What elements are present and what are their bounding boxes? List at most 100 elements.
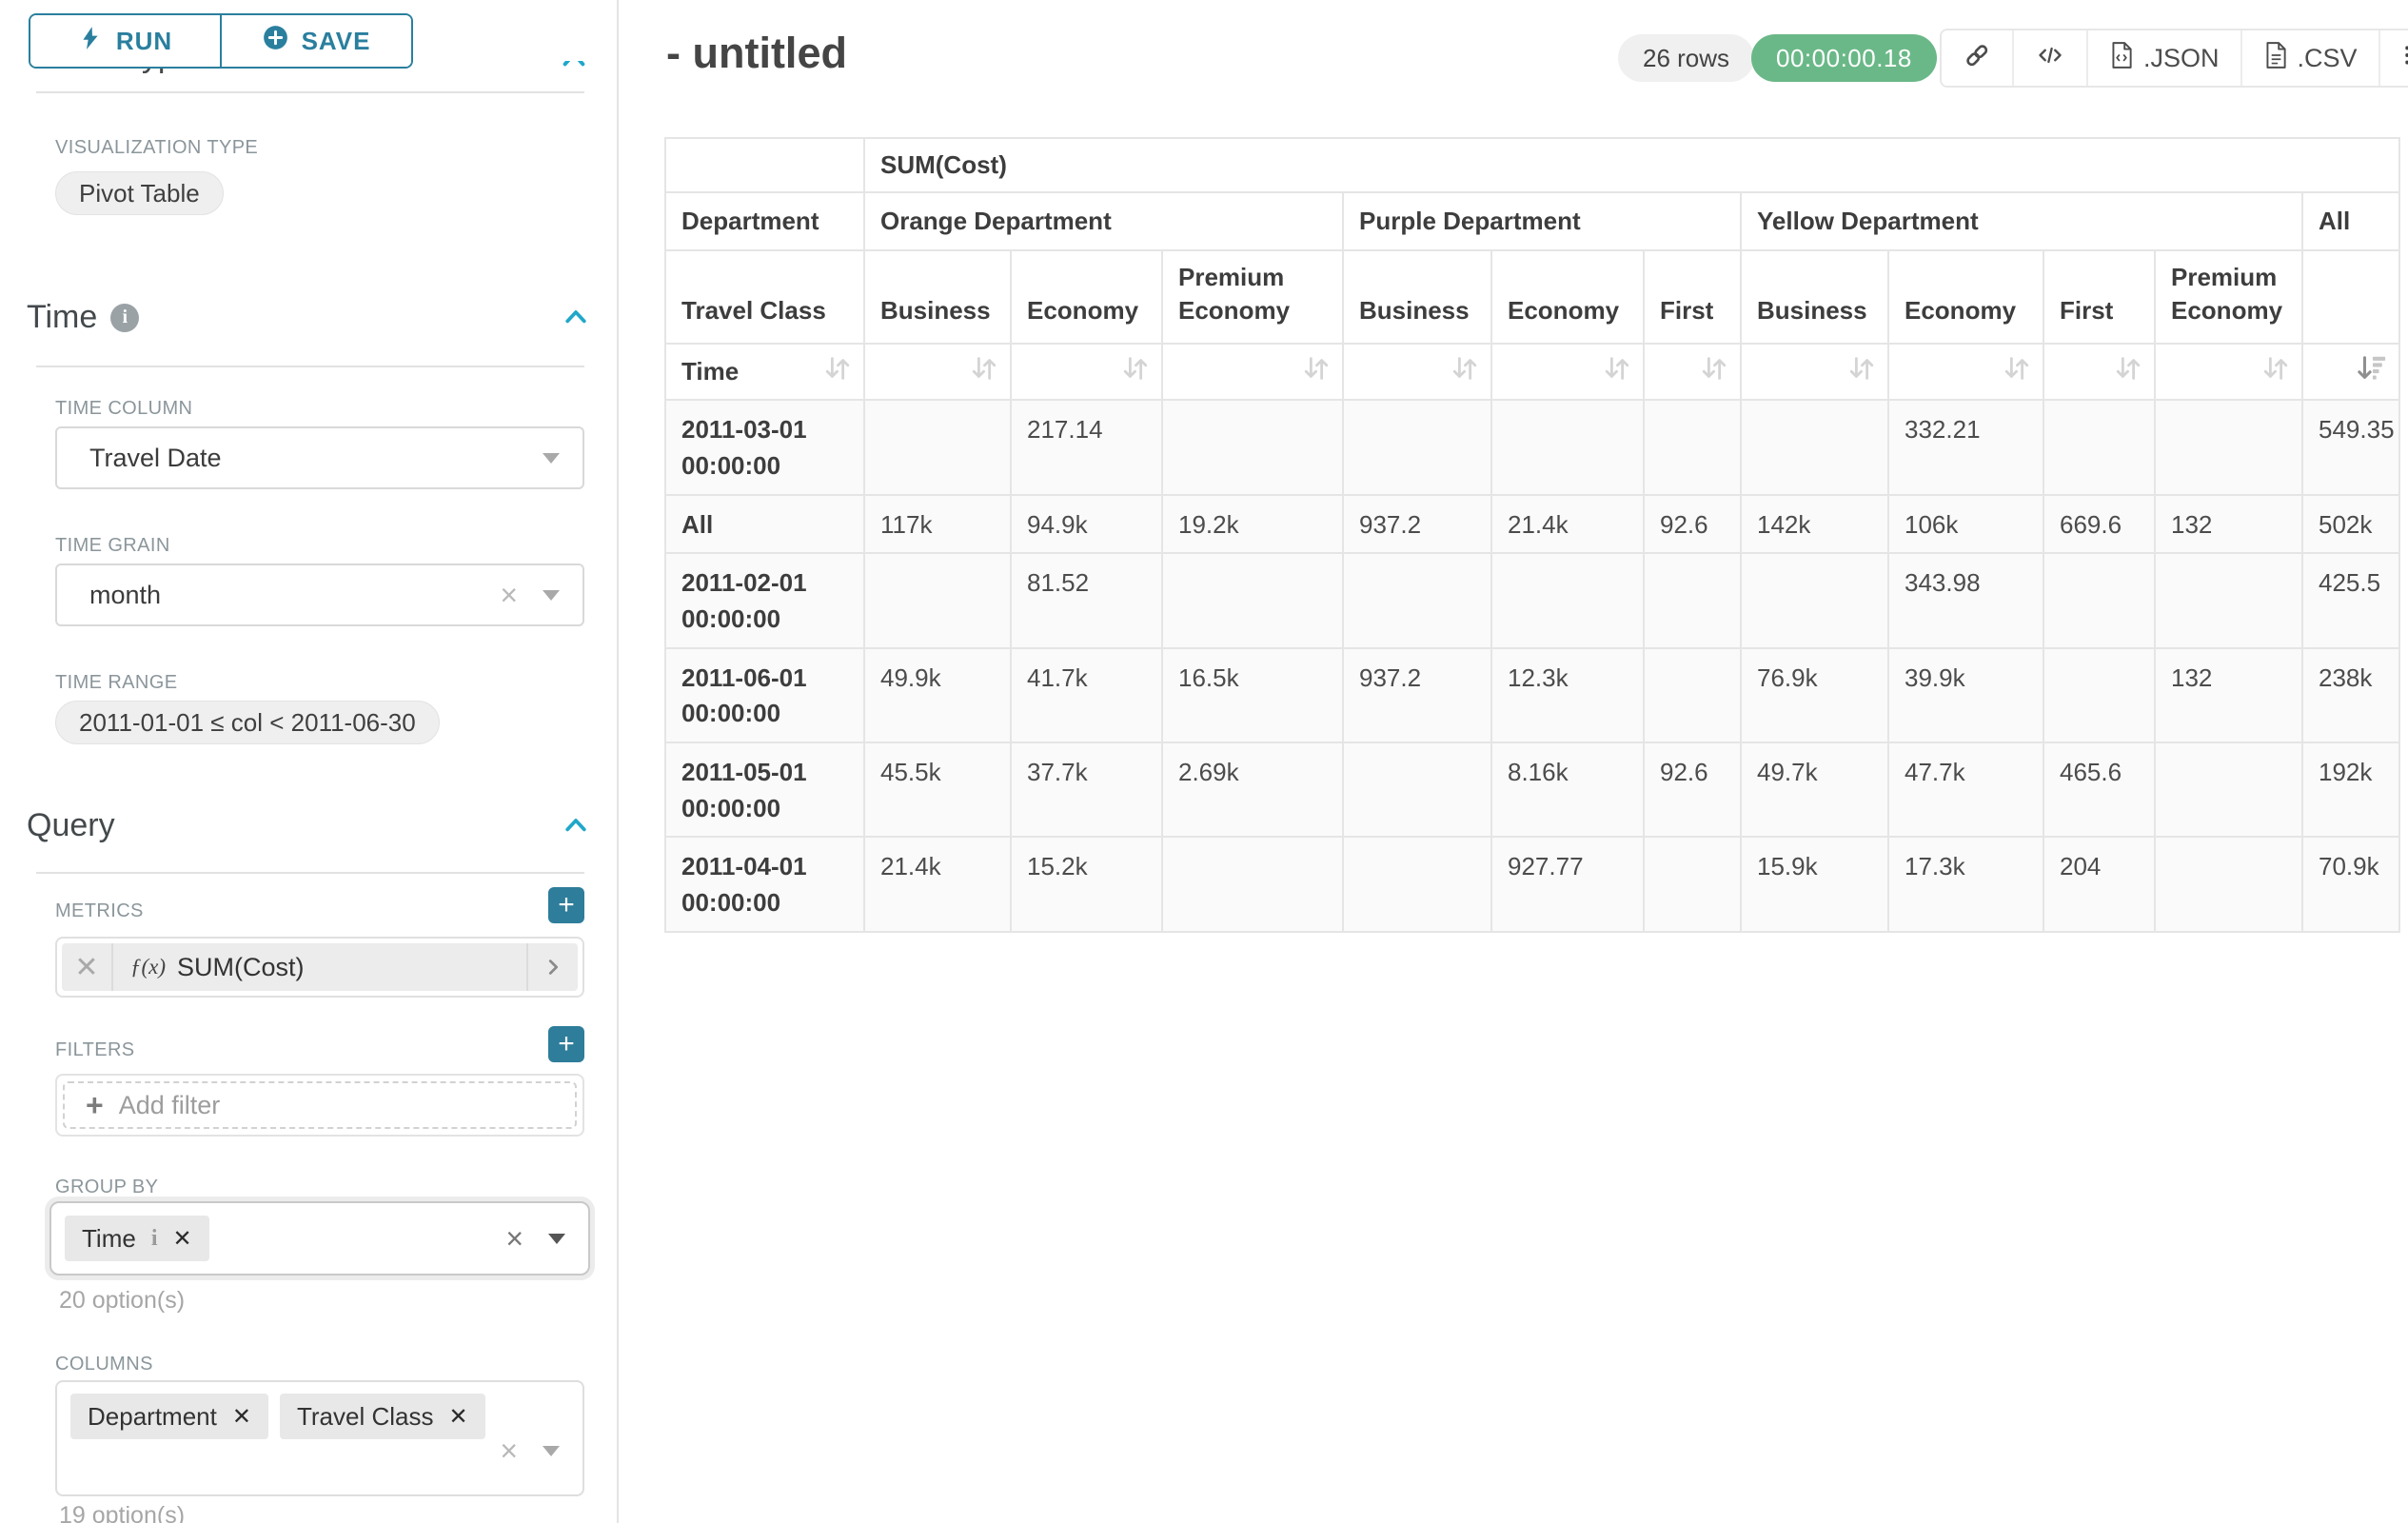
embed-code-button[interactable] [2014, 30, 2088, 86]
pivot-cell: 343.98 [1888, 553, 2043, 647]
pivot-cell [1644, 400, 1741, 494]
pivot-cell: 92.6 [1644, 742, 1741, 837]
pivot-cell: 21.4k [1491, 495, 1644, 554]
pivot-cell: 937.2 [1343, 648, 1491, 742]
row-label: 2011-03-01 00:00:00 [665, 400, 864, 494]
sortable-column-cell [1011, 344, 1162, 400]
pivot-cell: 81.52 [1011, 553, 1162, 647]
pivot-cell: 132 [2155, 648, 2302, 742]
file-code-icon [2109, 41, 2134, 76]
pivot-cell [1491, 553, 1644, 647]
add-filter-plus-button[interactable]: + [548, 1026, 584, 1062]
divider [36, 91, 584, 93]
pivot-cell: 41.7k [1011, 648, 1162, 742]
columns-tag: Travel Class ✕ [280, 1394, 485, 1439]
query-section-header[interactable]: Query [27, 807, 115, 844]
lightning-bolt-icon [78, 24, 103, 59]
sort-up-down-icon[interactable] [2114, 354, 2142, 389]
hamburger-icon [2401, 43, 2408, 74]
metrics-label: METRICS [55, 900, 144, 922]
pivot-cell [2155, 742, 2302, 837]
time-grain-select[interactable]: month × [55, 564, 584, 626]
sort-up-down-icon[interactable] [823, 354, 852, 389]
pivot-cell [864, 553, 1011, 647]
sortable-column-cell [864, 344, 1011, 400]
pivot-cell: 94.9k [1011, 495, 1162, 554]
caret-down-icon[interactable] [548, 1234, 565, 1244]
group-by-select[interactable]: Time i ✕ × [49, 1201, 590, 1276]
save-button[interactable]: SAVE [222, 15, 411, 67]
remove-tag-icon[interactable]: ✕ [232, 1403, 251, 1431]
export-json-button[interactable]: .JSON [2088, 30, 2242, 86]
group-by-options-hint: 20 option(s) [59, 1287, 185, 1315]
add-filter-label: Add filter [119, 1091, 221, 1120]
sort-up-down-icon[interactable] [1847, 354, 1876, 389]
caret-down-icon[interactable] [543, 1446, 560, 1456]
column-header: First [1644, 250, 1741, 344]
sort-up-down-icon[interactable] [1302, 354, 1331, 389]
time-range-pill[interactable]: 2011-01-01 ≤ col < 2011-06-30 [55, 701, 440, 744]
sort-up-down-icon[interactable] [2003, 354, 2031, 389]
export-toolbar: .JSON .CSV [1940, 29, 2408, 88]
add-metric-button[interactable]: + [548, 887, 584, 923]
run-save-bar: RUN SAVE [29, 13, 413, 69]
pivot-cell: 8.16k [1491, 742, 1644, 837]
sort-up-down-icon[interactable] [1603, 354, 1631, 389]
column-header: Economy [1011, 250, 1162, 344]
sort-up-down-icon[interactable] [1451, 354, 1479, 389]
sortable-column-cell [1741, 344, 1888, 400]
info-icon: i [110, 304, 139, 332]
visualization-type-pill[interactable]: Pivot Table [55, 171, 224, 215]
chevron-up-icon[interactable] [562, 811, 590, 848]
filters-box: + Add filter [55, 1074, 584, 1137]
pivot-cell [2043, 400, 2155, 494]
chevron-up-icon[interactable] [562, 303, 590, 340]
time-column-select[interactable]: Travel Date [55, 426, 584, 489]
export-csv-button[interactable]: .CSV [2242, 30, 2380, 86]
pivot-cell [2043, 648, 2155, 742]
time-section-header[interactable]: Time i [27, 299, 139, 336]
sortable-column-cell [1888, 344, 2043, 400]
caret-down-icon[interactable] [543, 590, 560, 601]
tag-label: Time [82, 1224, 136, 1254]
pivot-cell [2155, 837, 2302, 931]
column-header: First [2043, 250, 2155, 344]
pivot-cell [1162, 400, 1343, 494]
column-header: Premium Economy [2155, 250, 2302, 344]
remove-metric-icon[interactable]: ✕ [62, 943, 113, 991]
remove-tag-icon[interactable]: ✕ [448, 1403, 467, 1431]
tag-label: Travel Class [297, 1402, 434, 1432]
menu-button[interactable] [2380, 30, 2408, 86]
sort-up-down-icon[interactable] [970, 354, 998, 389]
pivot-cell: 49.7k [1741, 742, 1888, 837]
run-button[interactable]: RUN [30, 15, 222, 67]
sort-up-down-icon[interactable] [1700, 354, 1728, 389]
row-label: 2011-06-01 00:00:00 [665, 648, 864, 742]
sort-descending-bars-icon[interactable] [2357, 354, 2387, 389]
metric-label[interactable]: ƒ(x) SUM(Cost) [113, 943, 526, 991]
add-filter-button[interactable]: + Add filter [63, 1081, 577, 1129]
column-header: Business [1343, 250, 1491, 344]
table-row: 2011-02-01 00:00:0081.52343.98425.5 [665, 553, 2399, 647]
columns-select[interactable]: Department ✕ Travel Class ✕ × [55, 1380, 584, 1496]
metric-item: ✕ ƒ(x) SUM(Cost) [55, 937, 584, 998]
chevron-right-icon[interactable] [526, 943, 578, 991]
permalink-button[interactable] [1942, 30, 2014, 86]
sort-up-down-icon[interactable] [2261, 354, 2290, 389]
x-clear-icon[interactable]: × [500, 580, 518, 610]
chart-title[interactable]: - untitled [666, 29, 847, 78]
x-clear-icon[interactable]: × [500, 1435, 518, 1466]
metric-header-cell: SUM(Cost) [864, 138, 2399, 192]
x-clear-icon[interactable]: × [505, 1223, 523, 1254]
remove-tag-icon[interactable]: ✕ [172, 1225, 191, 1253]
column-header [2302, 250, 2399, 344]
pivot-cell: 16.5k [1162, 648, 1343, 742]
pivot-cell [1343, 553, 1491, 647]
pivot-cell: 15.2k [1011, 837, 1162, 931]
sort-up-down-icon[interactable] [1121, 354, 1150, 389]
caret-down-icon[interactable] [543, 453, 560, 464]
pivot-cell [1741, 400, 1888, 494]
pivot-cell: 12.3k [1491, 648, 1644, 742]
pivot-cell [2155, 553, 2302, 647]
pivot-cell [1162, 837, 1343, 931]
